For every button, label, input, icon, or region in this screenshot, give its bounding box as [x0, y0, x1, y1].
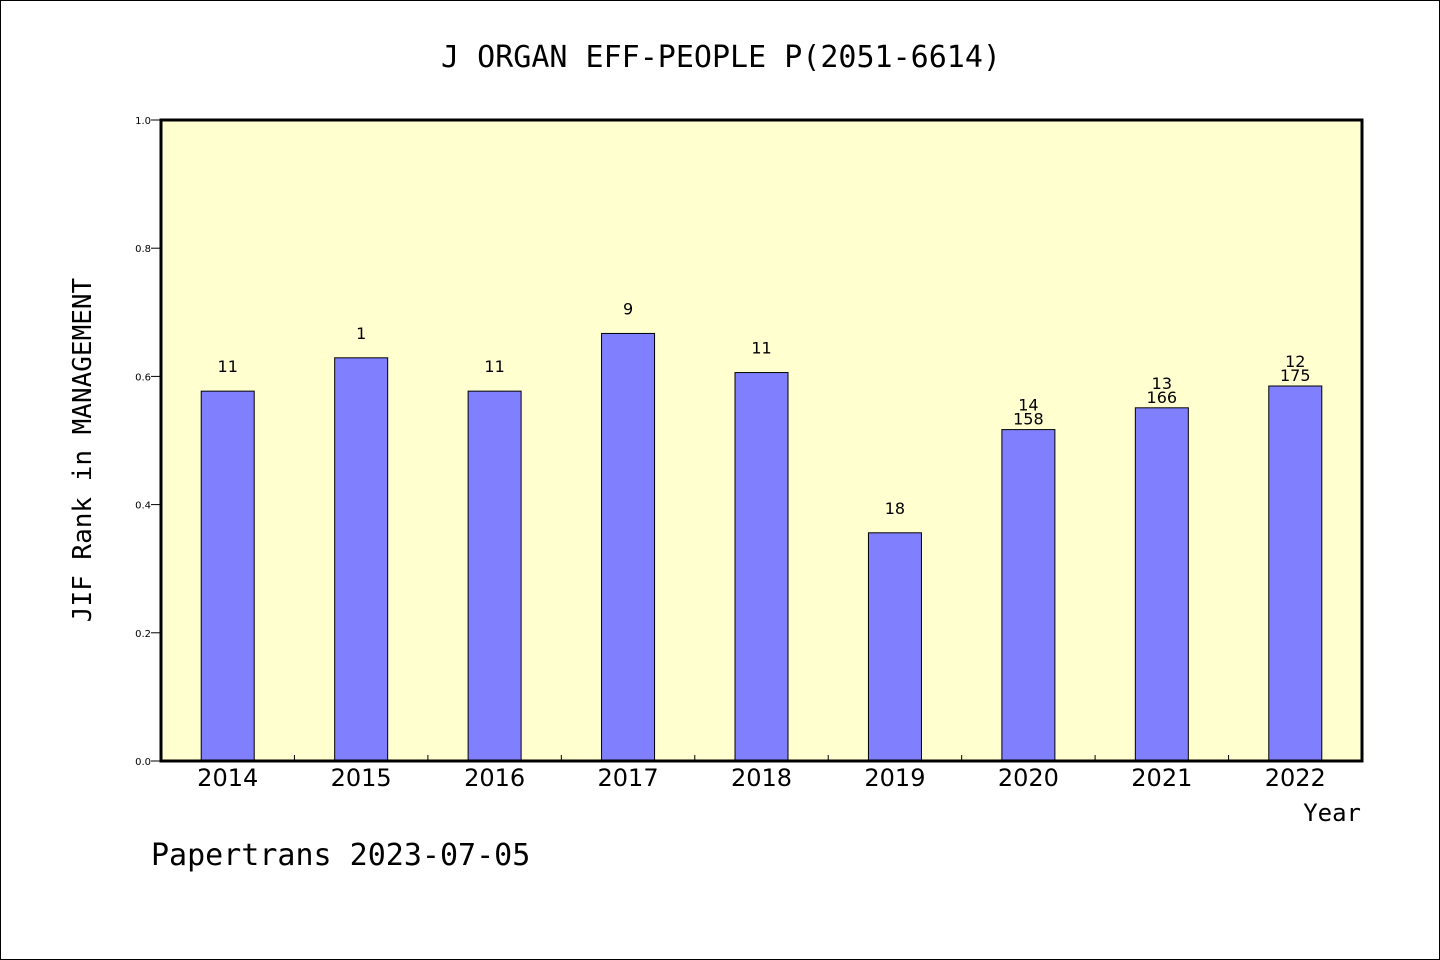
bar-label-2014-1: 11	[218, 357, 238, 376]
x-axis: 2014 2015 2016 2017 2018 2019 2020 2021 2022	[197, 755, 1326, 792]
bar-label-2022-1: 12	[1285, 352, 1305, 371]
y-tick-label-0: 0.0	[135, 757, 151, 768]
y-tick-label-5: 1.0	[135, 116, 151, 127]
bar-2017	[601, 332, 656, 762]
bar-label-2020-2: 158	[1013, 410, 1044, 429]
y-axis-label: JIF Rank in MANAGEMENT	[68, 277, 98, 622]
bar-2014	[200, 390, 255, 762]
chart-title: J ORGAN EFF-PEOPLE P(2051-6614)	[441, 40, 1001, 75]
bar-2022	[1268, 385, 1323, 762]
bar-label-2015-1: 1	[356, 324, 366, 343]
y-axis: 0.0 0.2 0.4 0.6 0.8 1.0	[135, 116, 161, 768]
plot-border	[159, 118, 1364, 763]
x-tick-label-2021: 2021	[1131, 764, 1192, 792]
y-tick-label-1: 0.2	[135, 629, 151, 640]
bar-label-2017-1: 9	[623, 299, 633, 318]
bar-label-2022-2: 175	[1280, 366, 1311, 385]
bar-2018	[734, 372, 789, 762]
y-tick-label-3: 0.6	[135, 372, 151, 383]
bar-2021	[1134, 407, 1189, 762]
x-tick-label-2019: 2019	[864, 764, 925, 792]
bar-2020	[1001, 429, 1056, 762]
footer-credit: Papertrans 2023-07-05	[151, 838, 530, 873]
x-tick-label-2014: 2014	[197, 764, 258, 792]
y-tick-label-2: 0.4	[135, 501, 151, 512]
bars-group	[200, 332, 1323, 762]
bar-2015	[334, 357, 389, 762]
x-tick-label-2017: 2017	[598, 764, 659, 792]
x-tick-label-2018: 2018	[731, 764, 792, 792]
x-tick-label-2020: 2020	[998, 764, 1059, 792]
x-axis-label: Year	[1303, 799, 1361, 827]
bar-label-2016-1: 11	[484, 357, 504, 376]
y-tick-label-4: 0.8	[135, 244, 151, 255]
x-tick-label-2022: 2022	[1265, 764, 1326, 792]
x-tick-label-2015: 2015	[331, 764, 392, 792]
bar-label-2018-1: 11	[751, 339, 771, 358]
x-tick-label-2016: 2016	[464, 764, 525, 792]
bar-label-2019-1: 18	[885, 499, 905, 518]
bar-label-2020-1: 14	[1018, 396, 1038, 415]
bar-2019	[867, 532, 922, 762]
bar-label-2021-1: 13	[1152, 374, 1172, 393]
bar-label-2021-2: 166	[1147, 388, 1178, 407]
bar-2016	[467, 390, 522, 762]
